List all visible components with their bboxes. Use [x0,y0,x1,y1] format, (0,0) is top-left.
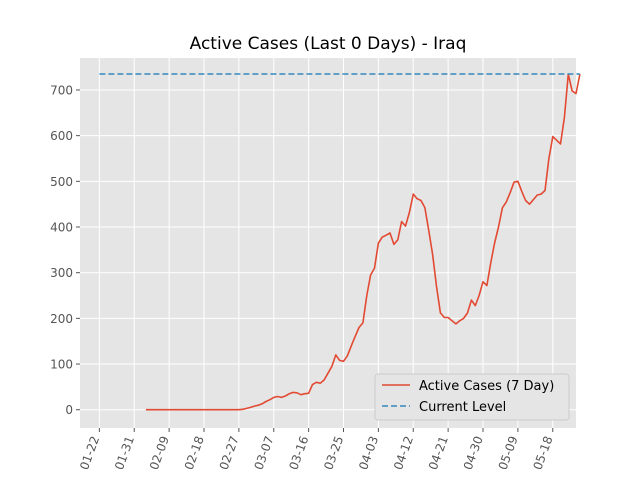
legend-label-active-cases: Active Cases (7 Day) [419,379,554,394]
series-lines [99,73,581,411]
y-tick-label: 400 [50,221,73,235]
y-tick-label: 600 [50,129,73,143]
y-axis: 0 100 200 300 400 500 600 700 [50,83,80,417]
y-tick-label: 100 [50,358,73,372]
y-tick-label: 700 [50,83,73,97]
series-line-active-cases [145,73,581,411]
legend: Active Cases (7 Day) Current Level [374,373,570,421]
y-tick-label: 300 [50,266,73,280]
y-tick-label: 0 [65,403,73,417]
y-tick-label: 500 [50,175,73,189]
legend-box [374,373,570,421]
plot-area [80,58,576,428]
grid-lines [80,58,576,428]
legend-label-current-level: Current Level [419,400,506,415]
chart-title: Active Cases (Last 0 Days) - Iraq [190,34,467,54]
y-tick-label: 200 [50,312,73,326]
